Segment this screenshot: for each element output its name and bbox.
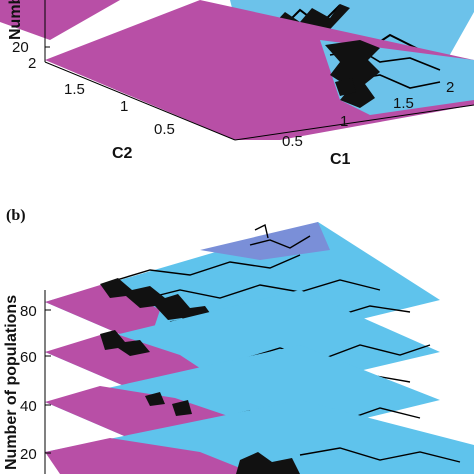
- slice-a-upper-surface: [0, 0, 120, 40]
- slice-a-floor-black-blob: [335, 78, 356, 96]
- slice-a-floor-black-ridge: [325, 40, 380, 108]
- c2-tick-2: 1.5: [64, 81, 85, 98]
- z-tick-b-80: 80: [20, 303, 37, 320]
- c2-tick-1: 1: [120, 98, 128, 115]
- z-axis-label-b: Number of populations: [3, 295, 20, 470]
- c1-axis-label: C1: [330, 151, 351, 168]
- slice-b-40-black-blob-2: [172, 400, 192, 416]
- c1-tick-0: 0.5: [282, 133, 303, 150]
- slice-b-20-purple: [45, 438, 255, 474]
- slice-b-40-black-blob-1: [145, 392, 165, 406]
- z-tick-a-0: 20: [12, 39, 29, 56]
- c2-tick-0: 0.5: [154, 121, 175, 138]
- z-axis-label-a: Numb: [7, 0, 24, 40]
- c2-axis-label: C2: [112, 145, 133, 162]
- panel-b: 80 60 40 20 Number of populations: [3, 222, 474, 474]
- slice-b-60-black-ridge: [100, 330, 150, 356]
- panel-a: 20 Numb 2 1.5 1 0.5 C2 0.5 1 1.5 2 C1: [0, 0, 474, 168]
- panel-b-label: (b): [6, 207, 26, 224]
- c1-tick-3: 2: [446, 79, 454, 96]
- slice-b-20-black-ridge: [236, 452, 300, 474]
- c1-tick-1: 1: [340, 113, 348, 130]
- z-tick-b-20: 20: [20, 446, 37, 463]
- z-tick-b-60: 60: [20, 349, 37, 366]
- axis-c2-line: [44, 61, 236, 141]
- z-tick-b-40: 40: [20, 398, 37, 415]
- axis-c1-line: [234, 104, 474, 141]
- c2-tick-3: 2: [28, 55, 36, 72]
- slice-b-20-contours: [299, 447, 461, 463]
- c1-tick-2: 1.5: [393, 95, 414, 112]
